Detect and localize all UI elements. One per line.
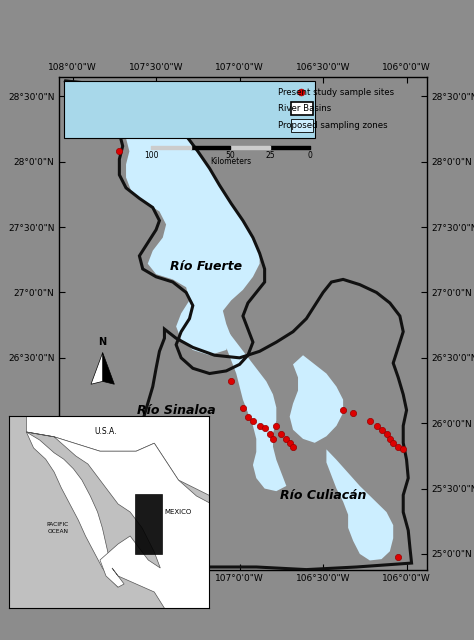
FancyBboxPatch shape [292,118,313,132]
Text: Kilometers: Kilometers [210,157,251,166]
Polygon shape [27,432,118,588]
Polygon shape [91,353,103,384]
Text: 50: 50 [226,150,235,159]
Text: 0: 0 [307,150,312,159]
Polygon shape [103,353,114,384]
FancyBboxPatch shape [64,81,315,138]
Polygon shape [135,493,162,554]
Polygon shape [27,416,269,539]
Text: River Basins: River Basins [278,104,331,113]
Text: Present study sample sites: Present study sample sites [278,88,394,97]
Polygon shape [327,449,393,561]
Text: MEXICO: MEXICO [165,509,192,515]
Polygon shape [103,86,260,355]
Text: Río Sinaloa: Río Sinaloa [137,404,216,417]
Polygon shape [290,355,343,443]
Text: Río Culiacán: Río Culiacán [280,488,366,502]
Text: N: N [99,337,107,348]
Text: 25: 25 [265,150,275,159]
FancyBboxPatch shape [292,102,313,115]
Polygon shape [27,432,377,640]
Polygon shape [223,329,286,491]
Text: 100: 100 [144,150,158,159]
Text: PACIFIC
OCEAN: PACIFIC OCEAN [46,522,69,534]
Text: Río Fuerte: Río Fuerte [170,260,242,273]
Text: Proposed sampling zones: Proposed sampling zones [278,120,388,129]
Text: U.S.A.: U.S.A. [95,428,117,436]
